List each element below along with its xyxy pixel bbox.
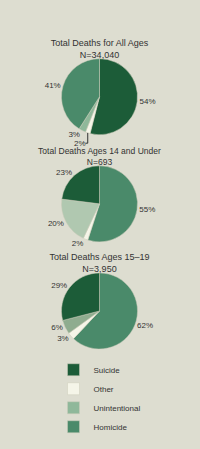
svg-text:3%: 3%: [57, 334, 69, 343]
svg-text:Homicide: Homicide: [94, 423, 128, 432]
svg-text:2%: 2%: [74, 139, 86, 148]
svg-text:41%: 41%: [45, 81, 61, 90]
svg-text:55%: 55%: [139, 205, 155, 214]
svg-text:Total Deaths Ages 15–19N=3,950: Total Deaths Ages 15–19N=3,950: [49, 252, 149, 274]
svg-text:23%: 23%: [56, 168, 72, 177]
svg-text:Suicide: Suicide: [94, 366, 121, 375]
svg-text:Total Deaths Ages 14 and Under: Total Deaths Ages 14 and UnderN=693: [38, 146, 161, 167]
svg-text:62%: 62%: [137, 321, 153, 330]
svg-text:2%: 2%: [72, 239, 84, 248]
svg-text:29%: 29%: [51, 281, 67, 290]
svg-text:3%: 3%: [68, 130, 80, 139]
svg-text:Total Deaths for All AgesN=34,: Total Deaths for All AgesN=34,040: [51, 38, 149, 60]
svg-text:Unintentional: Unintentional: [94, 404, 141, 413]
svg-text:20%: 20%: [48, 219, 64, 228]
svg-text:54%: 54%: [139, 97, 155, 106]
svg-text:6%: 6%: [51, 323, 63, 332]
svg-text:Other: Other: [94, 385, 114, 394]
